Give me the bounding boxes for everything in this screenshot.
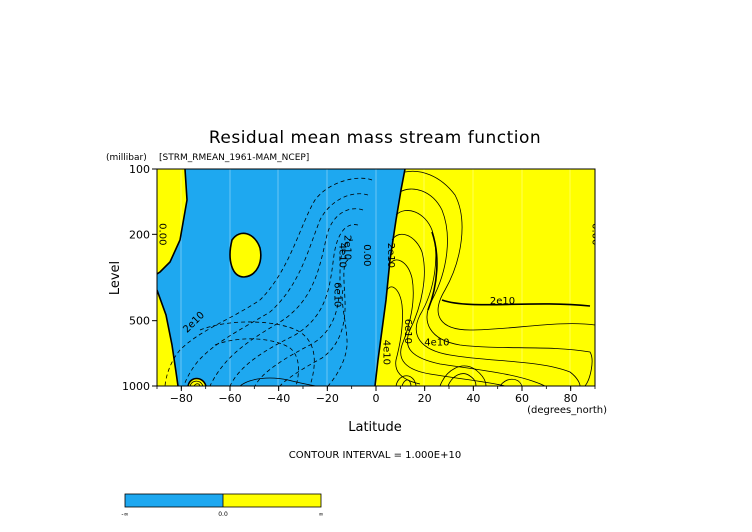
contour-label: 6e10 xyxy=(332,282,343,307)
x-tick-label: 60 xyxy=(515,392,529,405)
positive-region-fill-southern xyxy=(157,290,178,386)
x-tick-label: −80 xyxy=(170,392,193,405)
colorbar-label-zero: 0.0 xyxy=(218,511,228,518)
contour-label: 4e10 xyxy=(424,337,449,348)
x-tick-label: 40 xyxy=(466,392,480,405)
positive-region-fill-island xyxy=(230,233,261,277)
x-tick-label: −20 xyxy=(316,392,339,405)
positive-region-fill xyxy=(375,169,595,386)
colorbar-label-max: ∞ xyxy=(319,511,324,518)
chart-title: Residual mean mass stream function xyxy=(209,128,541,148)
x-axis-units: (degrees_north) xyxy=(527,405,607,416)
y-units-label: (millibar) xyxy=(106,153,147,163)
contour-label: 2e10 xyxy=(490,296,515,307)
x-axis: −80 −60 −40 −20 0 20 40 60 80 xyxy=(156,386,596,405)
contour-label: 0.00 xyxy=(361,244,372,266)
colorbar-negative xyxy=(125,494,223,507)
negative-contours xyxy=(164,177,373,386)
chart-subtitle: [STRM_RMEAN_1961-MAM_NCEP] xyxy=(159,153,309,163)
y-tick-label: 500 xyxy=(129,315,150,328)
contour-label: 6e10 xyxy=(402,319,413,344)
contour-label: 4e10 xyxy=(337,243,348,268)
colorbar-label-min: -∞ xyxy=(121,511,128,518)
contour-label: 2e10 xyxy=(385,243,396,268)
contour-label: 0.00 xyxy=(590,223,601,245)
y-tick-label: 1000 xyxy=(122,380,150,393)
grid-lines xyxy=(180,169,571,386)
contour-label: 2e10 xyxy=(341,235,352,260)
colorbar: -∞ 0.0 ∞ xyxy=(121,493,324,518)
contour-label: 0.00 xyxy=(156,223,167,245)
y-tick-label: 200 xyxy=(129,228,150,241)
x-tick-label: 80 xyxy=(564,392,578,405)
positive-region-fill-polar xyxy=(157,169,187,274)
x-tick-label: −60 xyxy=(218,392,241,405)
x-axis-label: Latitude xyxy=(348,420,402,435)
contour-interval-note: CONTOUR INTERVAL = 1.000E+10 xyxy=(289,450,461,461)
positive-contours xyxy=(189,170,595,386)
y-axis: 100 200 500 1000 xyxy=(122,163,157,393)
x-tick-label: −40 xyxy=(267,392,290,405)
y-axis-label: Level xyxy=(108,261,123,295)
contour-label: 4e10 xyxy=(380,340,391,365)
y-tick-label: 100 xyxy=(129,163,150,176)
x-tick-label: 20 xyxy=(418,392,432,405)
x-tick-label: 0 xyxy=(373,392,380,405)
zero-contours xyxy=(157,169,591,386)
colorbar-positive xyxy=(223,494,321,507)
